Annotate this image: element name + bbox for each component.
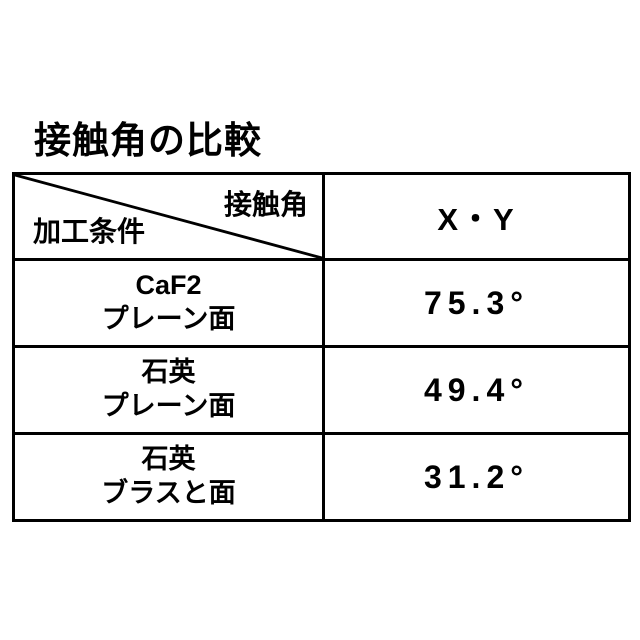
condition-line1: 石英 xyxy=(141,444,196,475)
value-cell: 75.3° xyxy=(322,258,631,348)
condition-line1: 石英 xyxy=(141,357,196,388)
header-diagonal-cell: 接触角 加工条件 xyxy=(12,172,325,261)
condition-line2: ブラスと面 xyxy=(101,478,236,508)
contact-angle-table: 接触角 加工条件 X・Y CaF2 プレーン面 75.3° 石英 プレーン面 4… xyxy=(12,172,631,522)
condition-line1: CaF2 xyxy=(135,270,202,301)
page-title: 接触角の比較 xyxy=(34,120,262,161)
table-header-row: 接触角 加工条件 X・Y xyxy=(12,172,631,261)
header-label-processing-condition: 加工条件 xyxy=(33,216,146,247)
diagonal-divider-line xyxy=(15,175,322,258)
value-cell: 49.4° xyxy=(322,345,631,435)
condition-line2: プレーン面 xyxy=(101,391,236,421)
value-cell: 31.2° xyxy=(322,432,631,522)
condition-cell: CaF2 プレーン面 xyxy=(12,258,325,348)
table-row: CaF2 プレーン面 75.3° xyxy=(12,258,631,348)
table-row: 石英 ブラスと面 31.2° xyxy=(12,432,631,522)
header-value-column: X・Y xyxy=(322,172,631,261)
table-row: 石英 プレーン面 49.4° xyxy=(12,345,631,435)
condition-line2: プレーン面 xyxy=(101,304,236,334)
condition-cell: 石英 プレーン面 xyxy=(12,345,325,435)
condition-cell: 石英 ブラスと面 xyxy=(12,432,325,522)
header-label-contact-angle: 接触角 xyxy=(223,189,308,220)
